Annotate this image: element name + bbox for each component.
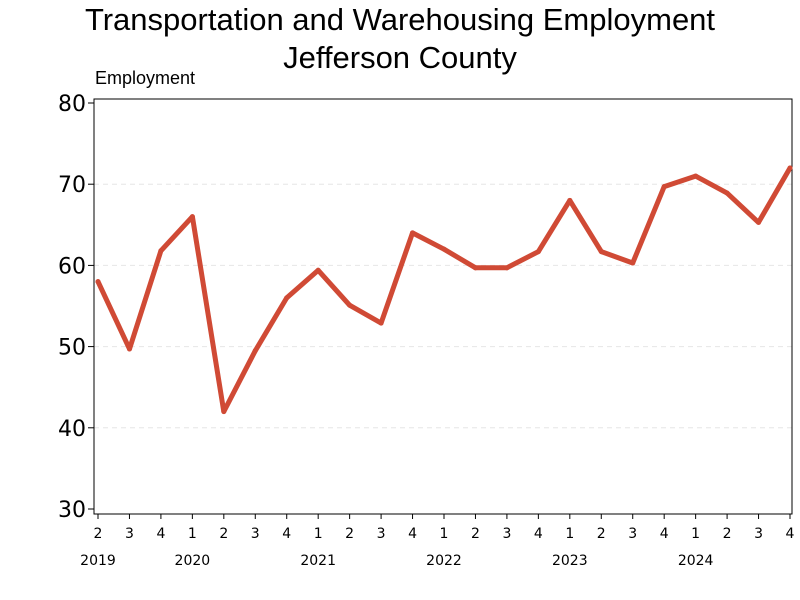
data-point	[535, 249, 541, 255]
x-tick-label: 2	[723, 526, 732, 542]
x-tick-label: 2	[219, 526, 228, 542]
x-tick-label: 4	[156, 526, 165, 542]
series-line	[95, 165, 793, 415]
x-tick-label: 4	[786, 526, 795, 542]
y-tick-label: 70	[58, 173, 86, 198]
x-tick-label: 3	[251, 526, 260, 542]
data-point	[567, 197, 573, 203]
x-tick-label: 4	[660, 526, 669, 542]
data-point	[95, 279, 101, 285]
data-point	[221, 409, 227, 415]
data-point	[126, 346, 132, 352]
x-tick-label: 4	[534, 526, 543, 542]
x-tick-label: 3	[377, 526, 386, 542]
x-tick-label: 3	[502, 526, 511, 542]
y-axis-label: Employment	[95, 68, 196, 88]
x-tick-label: 1	[314, 526, 323, 542]
data-point	[347, 302, 353, 308]
x-tick-label: 1	[691, 526, 700, 542]
data-point	[252, 348, 258, 354]
chart-title-line-2: Jefferson County	[283, 40, 517, 75]
data-point	[315, 267, 321, 273]
data-point	[724, 190, 730, 196]
y-tick-label: 30	[58, 498, 86, 523]
x-tick-label: 3	[754, 526, 763, 542]
plot-frame	[93, 98, 793, 515]
x-tick-label: 3	[125, 526, 134, 542]
x-tick-label: 2	[94, 526, 103, 542]
data-point	[787, 165, 793, 171]
x-tick-label: 1	[565, 526, 574, 542]
year-label-2021: 2021	[300, 553, 336, 569]
year-label-2024: 2024	[678, 553, 714, 569]
x-tick-label: 2	[345, 526, 354, 542]
x-tick-label: 2	[471, 526, 480, 542]
y-tick-label: 60	[58, 254, 86, 279]
data-point	[189, 214, 195, 220]
x-tick-label: 1	[188, 526, 197, 542]
x-tick-label: 3	[628, 526, 637, 542]
x-tick-label: 2	[597, 526, 606, 542]
y-tick-label: 40	[58, 417, 86, 442]
y-tick-label: 80	[58, 92, 86, 117]
data-point	[756, 219, 762, 225]
data-point	[630, 260, 636, 266]
data-point	[472, 265, 478, 271]
x-tick-label: 4	[408, 526, 417, 542]
data-point	[158, 248, 164, 254]
data-point	[284, 295, 290, 301]
year-label-2022: 2022	[426, 553, 462, 569]
year-label-2020: 2020	[175, 553, 211, 569]
data-point	[410, 230, 416, 236]
data-point	[441, 246, 447, 252]
data-point	[693, 173, 699, 179]
x-tick-label: 4	[282, 526, 291, 542]
data-point	[378, 320, 384, 326]
year-label-2019: 2019	[80, 553, 116, 569]
data-point	[598, 249, 604, 255]
x-tick-label: 1	[440, 526, 449, 542]
chart-title-line-1: Transportation and Warehousing Employmen…	[84, 2, 716, 37]
data-point	[661, 184, 667, 190]
year-label-2023: 2023	[552, 553, 588, 569]
data-point	[504, 265, 510, 271]
y-tick-label: 50	[58, 336, 86, 361]
